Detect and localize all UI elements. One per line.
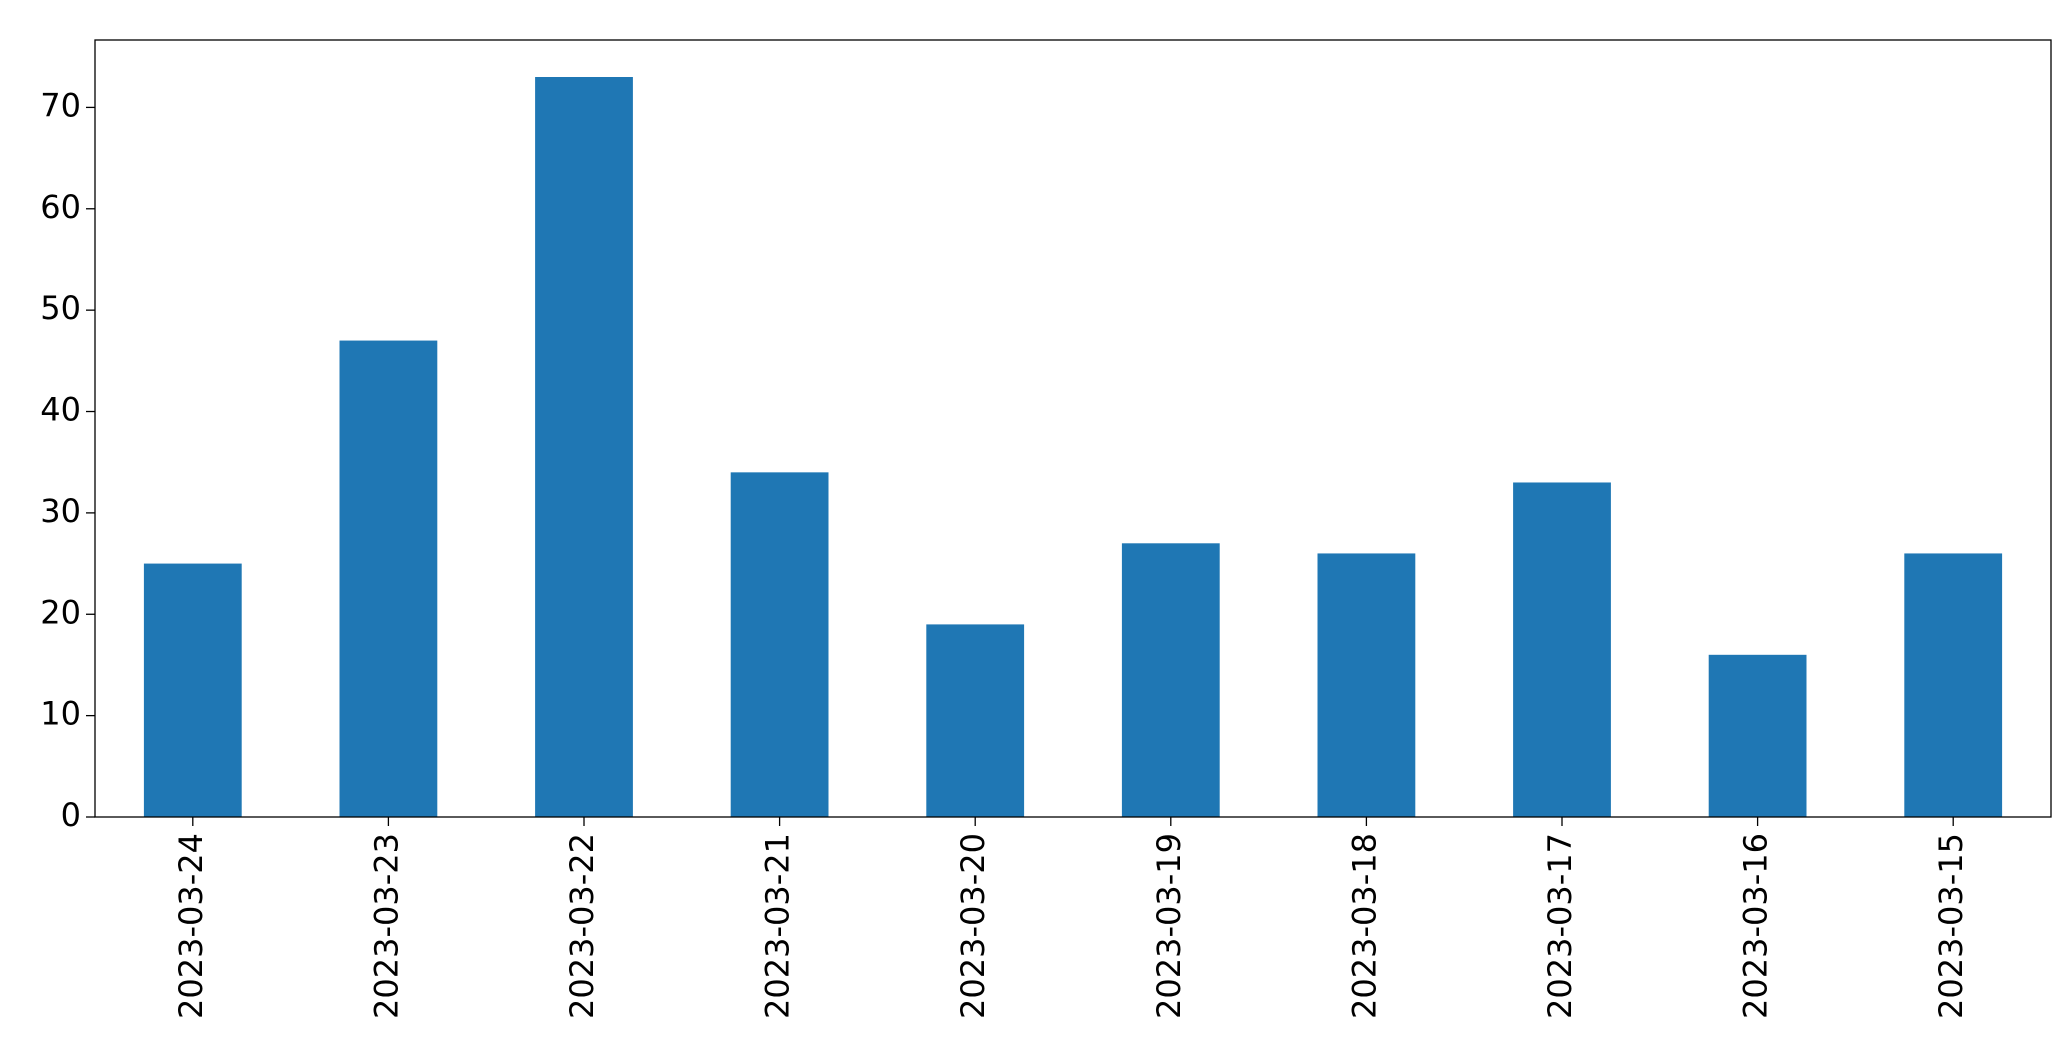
x-tick-label: 2023-03-19 [1150,833,1188,1019]
bar [339,340,438,817]
x-tick-label: 2023-03-21 [759,833,797,1019]
x-tick-label: 2023-03-16 [1737,833,1775,1019]
y-tick-label: 50 [40,289,81,327]
bar [1317,553,1416,817]
x-tick-label: 2023-03-22 [563,833,601,1019]
y-tick-label: 40 [40,391,81,429]
x-tick-label: 2023-03-23 [367,833,405,1019]
bar [535,77,633,817]
x-tick-label: 2023-03-17 [1541,833,1579,1019]
bar [1708,654,1807,817]
y-tick-label: 0 [61,796,81,834]
y-tick-label: 20 [40,593,81,631]
y-tick-label: 70 [40,86,81,124]
axes-frame [94,39,2052,818]
bar [143,563,242,817]
y-tick-label: 10 [40,695,81,733]
x-tick-label: 2023-03-20 [954,833,992,1019]
x-tick-label: 2023-03-24 [172,833,210,1019]
x-tick-label: 2023-03-18 [1345,833,1383,1019]
bar [926,624,1025,817]
x-tick-label: 2023-03-15 [1932,833,1970,1019]
bar [1904,553,2003,817]
y-tick-label: 60 [40,188,81,226]
bar [730,472,829,817]
y-tick-label: 30 [40,492,81,530]
bar [1513,482,1611,817]
bar [1121,543,1220,817]
